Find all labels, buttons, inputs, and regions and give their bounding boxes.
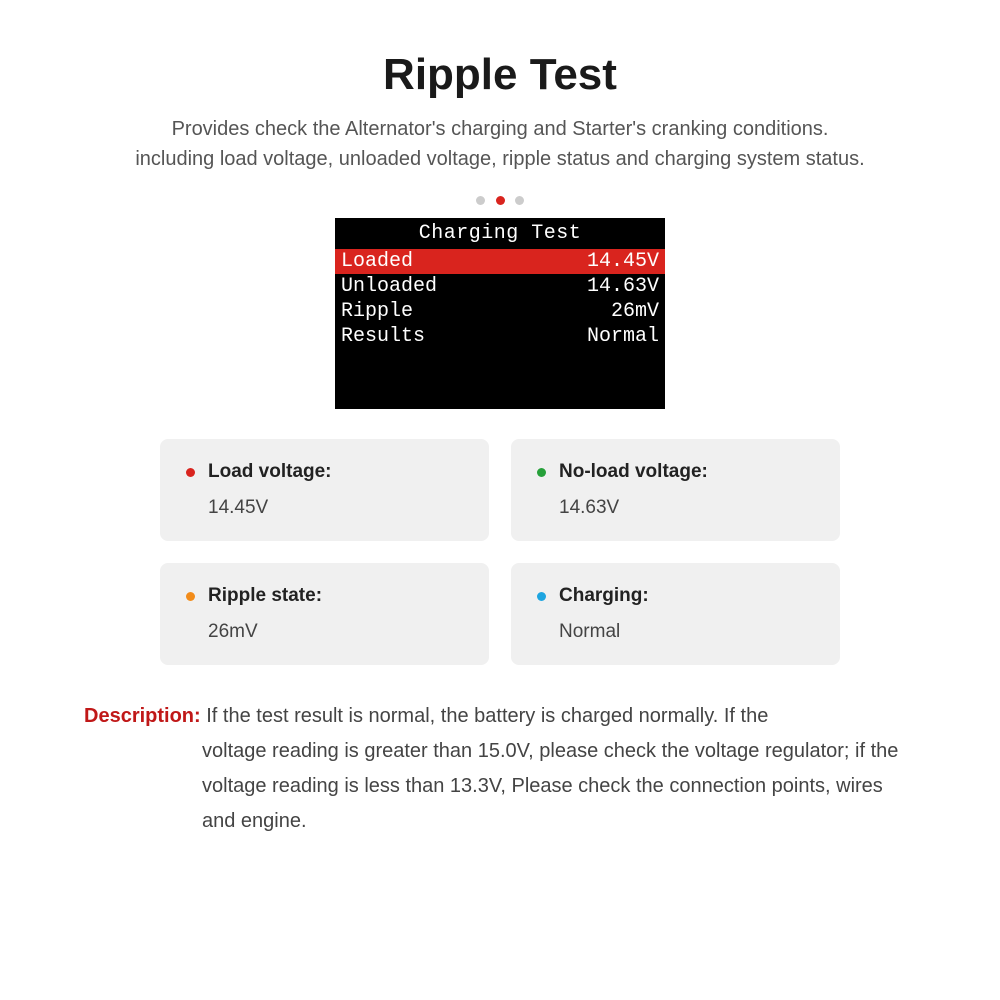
bullet-icon (186, 592, 195, 601)
info-card-load-voltage: Load voltage: 14.45V (160, 439, 489, 541)
card-value: Normal (559, 621, 816, 643)
card-label: Ripple state: (208, 585, 465, 607)
info-grid: Load voltage: 14.45V No-load voltage: 14… (160, 439, 840, 665)
device-row-value: Normal (587, 325, 659, 348)
carousel-dot-0[interactable] (476, 196, 485, 205)
info-card-no-load-voltage: No-load voltage: 14.63V (511, 439, 840, 541)
device-screen-row: Unloaded 14.63V (335, 274, 665, 299)
info-card-charging: Charging: Normal (511, 563, 840, 665)
description-text-first: If the test result is normal, the batter… (201, 705, 769, 727)
description-text-rest: voltage reading is greater than 15.0V, p… (84, 734, 916, 839)
device-screen: Charging Test Loaded 14.45V Unloaded 14.… (335, 218, 665, 409)
card-label: Charging: (559, 585, 816, 607)
device-row-label: Loaded (341, 250, 413, 273)
device-screen-row: Ripple 26mV (335, 299, 665, 324)
bullet-icon (186, 468, 195, 477)
device-row-value: 26mV (611, 300, 659, 323)
bullet-icon (537, 592, 546, 601)
description-block: Description: If the test result is norma… (70, 699, 930, 839)
device-row-label: Ripple (341, 300, 413, 323)
device-screen-row: Results Normal (335, 324, 665, 349)
card-label: Load voltage: (208, 461, 465, 483)
page-subtitle: Provides check the Alternator's charging… (70, 114, 930, 174)
info-card-ripple-state: Ripple state: 26mV (160, 563, 489, 665)
subtitle-line-2: including load voltage, unloaded voltage… (135, 148, 864, 170)
description-label: Description: (84, 705, 201, 727)
device-screen-title: Charging Test (335, 218, 665, 249)
card-label: No-load voltage: (559, 461, 816, 483)
device-row-label: Results (341, 325, 425, 348)
carousel-dot-1[interactable] (496, 196, 505, 205)
card-value: 26mV (208, 621, 465, 643)
carousel-dot-2[interactable] (515, 196, 524, 205)
card-value: 14.63V (559, 497, 816, 519)
card-value: 14.45V (208, 497, 465, 519)
device-row-value: 14.45V (587, 250, 659, 273)
device-row-value: 14.63V (587, 275, 659, 298)
carousel-dots (70, 192, 930, 210)
device-row-label: Unloaded (341, 275, 437, 298)
page-container: Ripple Test Provides check the Alternato… (0, 0, 1000, 839)
bullet-icon (537, 468, 546, 477)
subtitle-line-1: Provides check the Alternator's charging… (172, 118, 829, 140)
device-screen-row: Loaded 14.45V (335, 249, 665, 274)
page-title: Ripple Test (70, 50, 930, 100)
